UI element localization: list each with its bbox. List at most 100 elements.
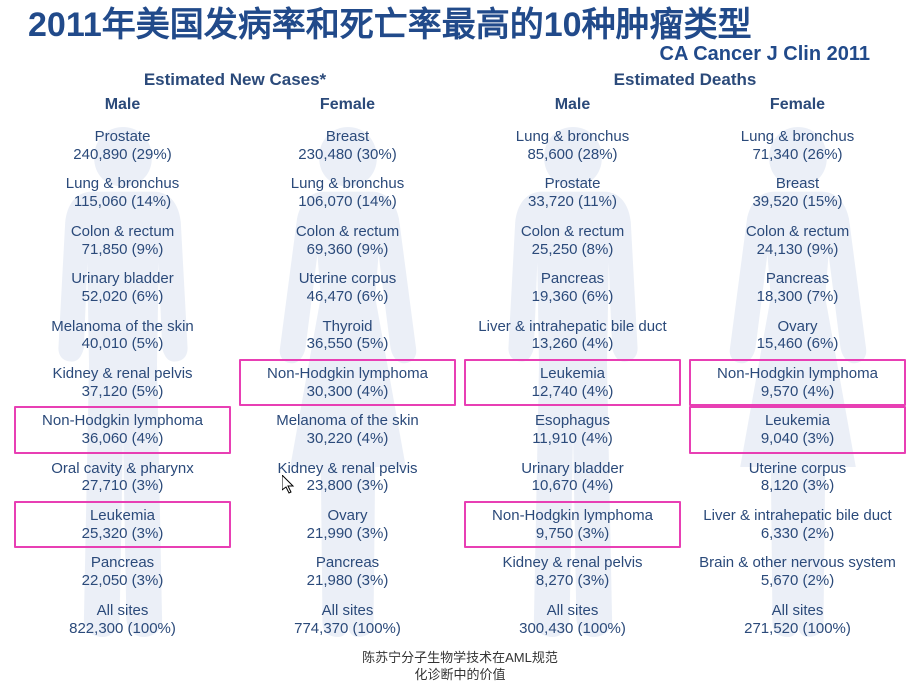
cancer-value-label: 13,260 (4%) <box>469 335 676 353</box>
cancer-type-label: Melanoma of the skin <box>244 412 451 430</box>
cancer-value-label: 9,570 (4%) <box>694 383 901 401</box>
cancer-type-label: Colon & rectum <box>694 223 901 241</box>
cancer-value-label: 39,520 (15%) <box>694 193 901 211</box>
cancer-type-label: Non-Hodgkin lymphoma <box>19 412 226 430</box>
table-row: All sites271,520 (100%) <box>689 596 906 643</box>
cancer-value-label: 15,460 (6%) <box>694 335 901 353</box>
column-header: Female <box>320 96 375 114</box>
cancer-type-label: Uterine corpus <box>694 460 901 478</box>
table-row: Oral cavity & pharynx27,710 (3%) <box>14 454 231 501</box>
data-column: Female Breast230,480 (30%)Lung & bronchu… <box>239 96 456 643</box>
table-row: Colon & rectum25,250 (8%) <box>464 217 681 264</box>
cancer-value-label: 106,070 (14%) <box>244 193 451 211</box>
table-row: Lung & bronchus115,060 (14%) <box>14 169 231 216</box>
table-row: Ovary15,460 (6%) <box>689 312 906 359</box>
cancer-value-label: 71,850 (9%) <box>19 241 226 259</box>
table-row: Uterine corpus8,120 (3%) <box>689 454 906 501</box>
cancer-type-label: Non-Hodgkin lymphoma <box>469 507 676 525</box>
table-row: Non-Hodgkin lymphoma36,060 (4%) <box>14 406 231 453</box>
cancer-value-label: 300,430 (100%) <box>469 620 676 638</box>
column-header: Male <box>555 96 591 114</box>
cancer-value-label: 10,670 (4%) <box>469 477 676 495</box>
table-row: Pancreas22,050 (3%) <box>14 548 231 595</box>
content-area: Estimated New Cases*Male Prostate240,890… <box>0 68 920 643</box>
table-row: Breast39,520 (15%) <box>689 169 906 216</box>
cancer-type-label: Pancreas <box>244 554 451 572</box>
cancer-value-label: 23,800 (3%) <box>244 477 451 495</box>
cancer-value-label: 24,130 (9%) <box>694 241 901 259</box>
title-bar: 2011年美国发病率和死亡率最高的10种肿瘤类型 CA Cancer J Cli… <box>0 0 920 68</box>
cancer-type-label: Pancreas <box>694 270 901 288</box>
footer-caption: 陈苏宁分子生物学技术在AML规范化诊断中的价值 <box>362 650 558 684</box>
table-row: Non-Hodgkin lymphoma30,300 (4%) <box>239 359 456 406</box>
rows-list: Prostate240,890 (29%) Lung & bronchus115,… <box>14 122 231 643</box>
cancer-type-label: Ovary <box>244 507 451 525</box>
panel-header: Estimated New Cases* <box>144 70 326 90</box>
cancer-value-label: 71,340 (26%) <box>694 146 901 164</box>
cancer-value-label: 9,040 (3%) <box>694 430 901 448</box>
data-column: Female Lung & bronchus71,340 (26%)Breast… <box>689 96 906 643</box>
table-row: Thyroid36,550 (5%) <box>239 312 456 359</box>
cancer-type-label: Breast <box>244 128 451 146</box>
table-row: Ovary21,990 (3%) <box>239 501 456 548</box>
cancer-value-label: 11,910 (4%) <box>469 430 676 448</box>
cancer-type-label: Colon & rectum <box>19 223 226 241</box>
table-row: Colon & rectum24,130 (9%) <box>689 217 906 264</box>
cancer-type-label: Leukemia <box>19 507 226 525</box>
cancer-value-label: 115,060 (14%) <box>19 193 226 211</box>
table-row: Leukemia9,040 (3%) <box>689 406 906 453</box>
cancer-value-label: 37,120 (5%) <box>19 383 226 401</box>
cancer-type-label: All sites <box>469 602 676 620</box>
cancer-type-label: Lung & bronchus <box>469 128 676 146</box>
cancer-type-label: Liver & intrahepatic bile duct <box>694 507 901 525</box>
table-row: Leukemia12,740 (4%) <box>464 359 681 406</box>
citation-subtitle: CA Cancer J Clin 2011 <box>28 43 892 66</box>
table-row: All sites300,430 (100%) <box>464 596 681 643</box>
cancer-type-label: Lung & bronchus <box>694 128 901 146</box>
cancer-type-label: Non-Hodgkin lymphoma <box>694 365 901 383</box>
column-header: Male <box>105 96 141 114</box>
cancer-value-label: 8,270 (3%) <box>469 572 676 590</box>
cancer-type-label: Prostate <box>19 128 226 146</box>
columns-wrap: Male Lung & bronchus85,600 (28%) Prostate… <box>464 96 906 643</box>
cancer-type-label: Ovary <box>694 318 901 336</box>
cancer-type-label: All sites <box>694 602 901 620</box>
cancer-type-label: Urinary bladder <box>19 270 226 288</box>
table-row: Colon & rectum69,360 (9%) <box>239 217 456 264</box>
table-row: Pancreas21,980 (3%) <box>239 548 456 595</box>
cancer-type-label: Kidney & renal pelvis <box>469 554 676 572</box>
cancer-type-label: Lung & bronchus <box>244 175 451 193</box>
cancer-type-label: Colon & rectum <box>244 223 451 241</box>
cancer-type-label: Breast <box>694 175 901 193</box>
data-column: Male Lung & bronchus85,600 (28%) Prostate… <box>464 96 681 643</box>
table-row: Lung & bronchus85,600 (28%) <box>464 122 681 169</box>
table-row: Non-Hodgkin lymphoma9,570 (4%) <box>689 359 906 406</box>
table-row: Liver & intrahepatic bile duct6,330 (2%) <box>689 501 906 548</box>
cancer-value-label: 40,010 (5%) <box>19 335 226 353</box>
rows-list: Lung & bronchus71,340 (26%)Breast39,520 … <box>689 122 906 643</box>
cancer-value-label: 36,550 (5%) <box>244 335 451 353</box>
cancer-value-label: 25,320 (3%) <box>19 525 226 543</box>
cancer-type-label: Pancreas <box>469 270 676 288</box>
cancer-value-label: 25,250 (8%) <box>469 241 676 259</box>
panel-header: Estimated Deaths <box>614 70 757 90</box>
cancer-type-label: Oral cavity & pharynx <box>19 460 226 478</box>
table-row: Lung & bronchus106,070 (14%) <box>239 169 456 216</box>
table-row: Esophagus11,910 (4%) <box>464 406 681 453</box>
cancer-value-label: 8,120 (3%) <box>694 477 901 495</box>
table-row: Leukemia25,320 (3%) <box>14 501 231 548</box>
table-row: Kidney & renal pelvis37,120 (5%) <box>14 359 231 406</box>
cancer-value-label: 52,020 (6%) <box>19 288 226 306</box>
table-row: Lung & bronchus71,340 (26%) <box>689 122 906 169</box>
cancer-type-label: All sites <box>19 602 226 620</box>
rows-list: Lung & bronchus85,600 (28%)Prostate33,72… <box>464 122 681 643</box>
table-row: Non-Hodgkin lymphoma9,750 (3%) <box>464 501 681 548</box>
table-row: Pancreas18,300 (7%) <box>689 264 906 311</box>
cancer-type-label: Urinary bladder <box>469 460 676 478</box>
cancer-type-label: All sites <box>244 602 451 620</box>
cancer-type-label: Prostate <box>469 175 676 193</box>
cancer-value-label: 240,890 (29%) <box>19 146 226 164</box>
cancer-type-label: Leukemia <box>694 412 901 430</box>
cancer-value-label: 5,670 (2%) <box>694 572 901 590</box>
cancer-value-label: 822,300 (100%) <box>19 620 226 638</box>
